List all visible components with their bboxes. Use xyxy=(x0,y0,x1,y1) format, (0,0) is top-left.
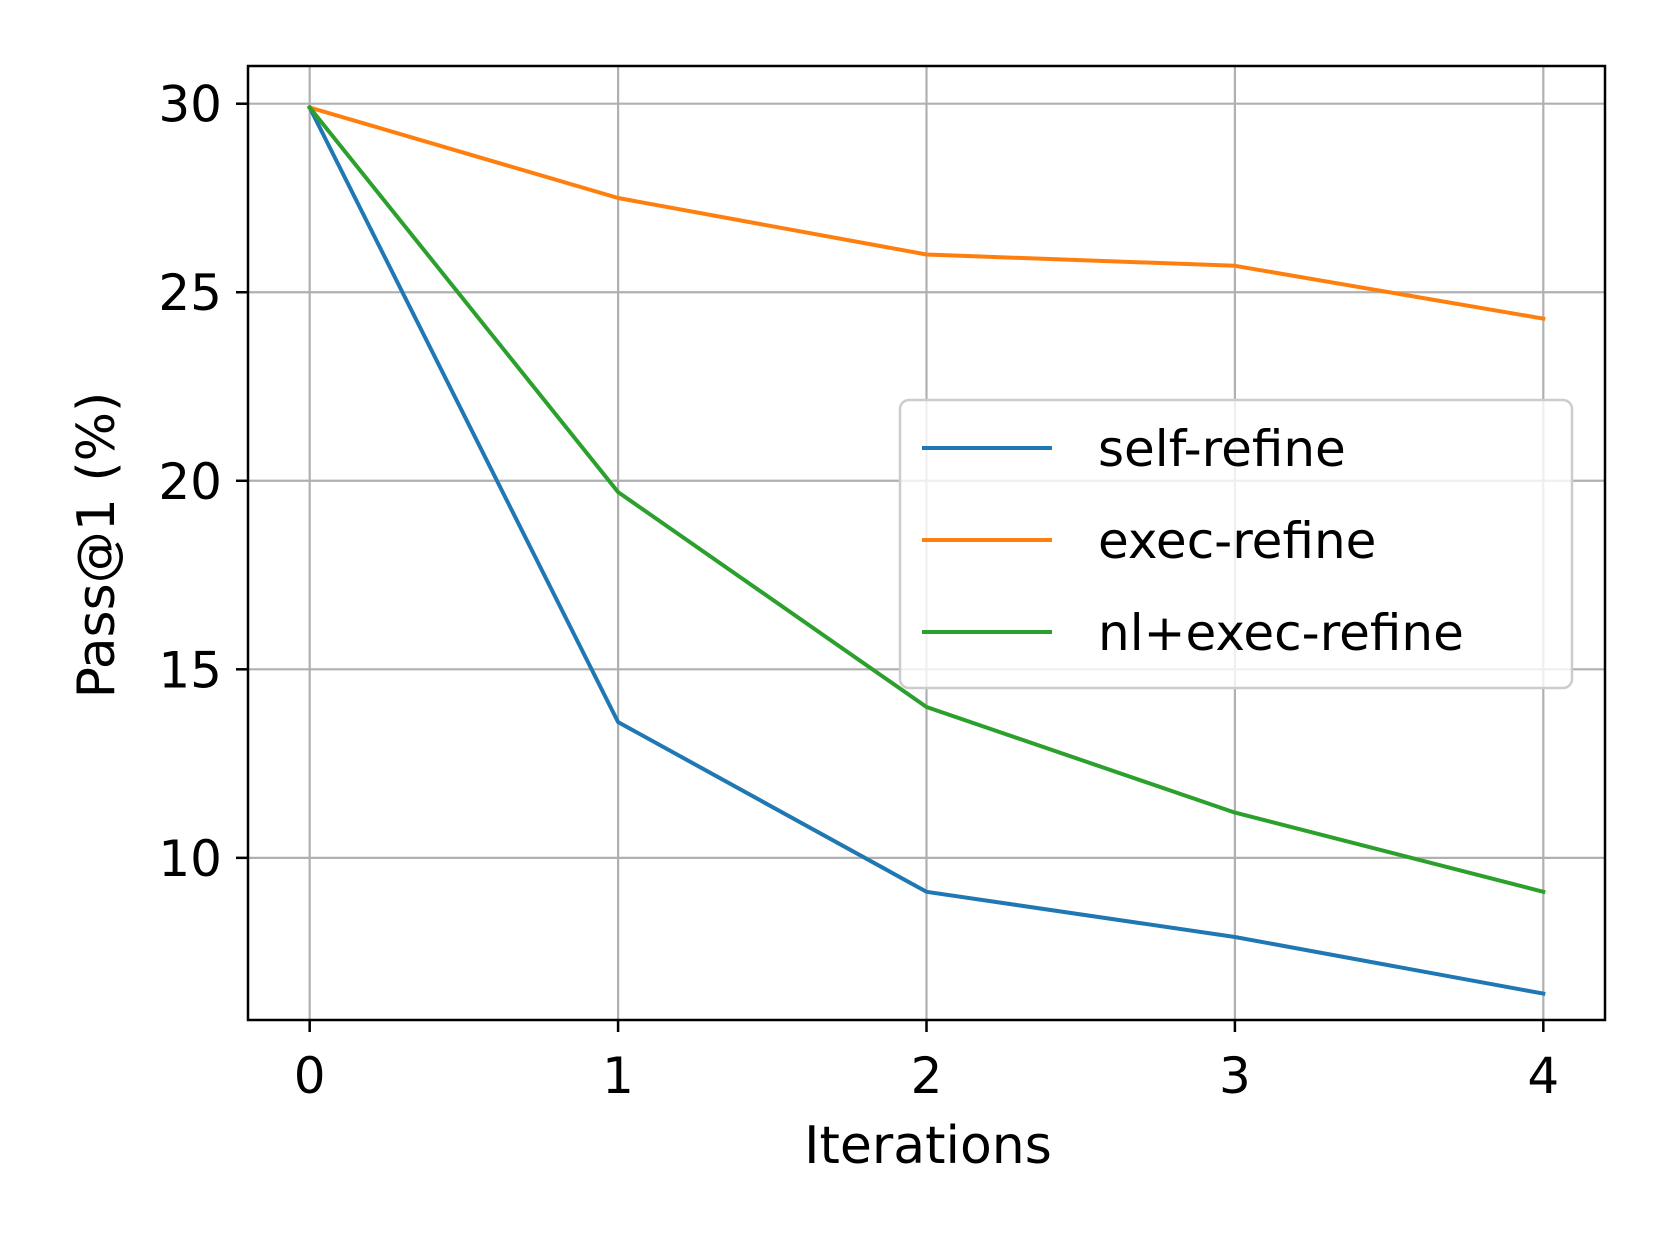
legend-label-nl+exec-refine: nl+exec-refine xyxy=(1098,604,1464,662)
y-tick-label: 25 xyxy=(158,264,222,322)
tick-labels: 0 1 2 3 4 10 15 20 25 30 xyxy=(158,76,1559,1105)
x-tick-label: 4 xyxy=(1527,1047,1559,1105)
series-line-exec-refine xyxy=(307,105,1546,321)
x-tick-label: 1 xyxy=(602,1047,634,1105)
series-line-self-refine xyxy=(307,104,1546,996)
x-tick-label: 0 xyxy=(294,1047,326,1105)
y-axis-title: Pass@1 (%) xyxy=(67,392,127,699)
legend-label-self-refine: self-refine xyxy=(1098,420,1346,478)
y-tick-label: 30 xyxy=(158,76,222,134)
y-tick-label: 10 xyxy=(158,830,222,888)
series-line-nl+exec-refine xyxy=(306,104,1546,895)
series-lines xyxy=(306,104,1546,996)
y-tick-label: 20 xyxy=(158,453,222,511)
axis-ticks xyxy=(236,102,1545,1032)
legend-label-exec-refine: exec-refine xyxy=(1098,512,1376,570)
y-tick-label: 15 xyxy=(158,641,222,699)
x-tick-label: 3 xyxy=(1219,1047,1251,1105)
x-axis-title: Iterations xyxy=(804,1116,1052,1176)
legend: self-refine exec-refine nl+exec-refine xyxy=(898,398,1574,690)
x-tick-label: 2 xyxy=(911,1047,943,1105)
legend-box xyxy=(898,398,1574,690)
legend-items: self-refine exec-refine nl+exec-refine xyxy=(922,420,1464,662)
